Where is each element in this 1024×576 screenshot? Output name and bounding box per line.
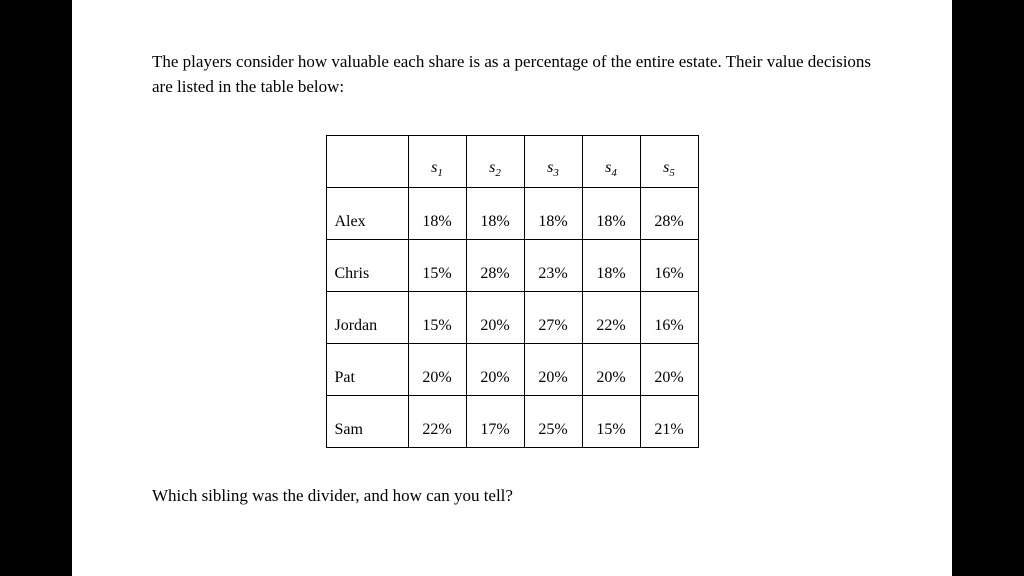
table-corner-cell [326,136,408,188]
cell: 18% [524,188,582,240]
cell: 16% [640,292,698,344]
cell: 20% [466,292,524,344]
value-table: s1 s2 s3 s4 s5 Alex 18% 18% 18% 18% 28% [326,135,699,448]
cell: 18% [408,188,466,240]
col-header-s1: s1 [408,136,466,188]
table-row: Alex 18% 18% 18% 18% 28% [326,188,698,240]
cell: 21% [640,396,698,448]
cell: 15% [582,396,640,448]
table-row: Jordan 15% 20% 27% 22% 16% [326,292,698,344]
cell: 22% [582,292,640,344]
cell: 18% [466,188,524,240]
cell: 28% [640,188,698,240]
col-header-s4: s4 [582,136,640,188]
cell: 18% [582,240,640,292]
cell: 20% [582,344,640,396]
table-container: s1 s2 s3 s4 s5 Alex 18% 18% 18% 18% 28% [152,135,872,448]
row-header: Alex [326,188,408,240]
cell: 15% [408,240,466,292]
cell: 20% [640,344,698,396]
cell: 17% [466,396,524,448]
cell: 27% [524,292,582,344]
cell: 28% [466,240,524,292]
row-header: Chris [326,240,408,292]
cell: 23% [524,240,582,292]
document-page: The players consider how valuable each s… [72,0,952,576]
cell: 15% [408,292,466,344]
row-header: Jordan [326,292,408,344]
question-paragraph: Which sibling was the divider, and how c… [152,484,872,509]
cell: 20% [408,344,466,396]
table-row: Chris 15% 28% 23% 18% 16% [326,240,698,292]
cell: 16% [640,240,698,292]
cell: 20% [524,344,582,396]
row-header: Sam [326,396,408,448]
table-row: Pat 20% 20% 20% 20% 20% [326,344,698,396]
table-header-row: s1 s2 s3 s4 s5 [326,136,698,188]
intro-paragraph: The players consider how valuable each s… [152,50,872,99]
table-row: Sam 22% 17% 25% 15% 21% [326,396,698,448]
row-header: Pat [326,344,408,396]
col-header-s2: s2 [466,136,524,188]
col-header-s5: s5 [640,136,698,188]
cell: 25% [524,396,582,448]
cell: 20% [466,344,524,396]
cell: 18% [582,188,640,240]
cell: 22% [408,396,466,448]
col-header-s3: s3 [524,136,582,188]
